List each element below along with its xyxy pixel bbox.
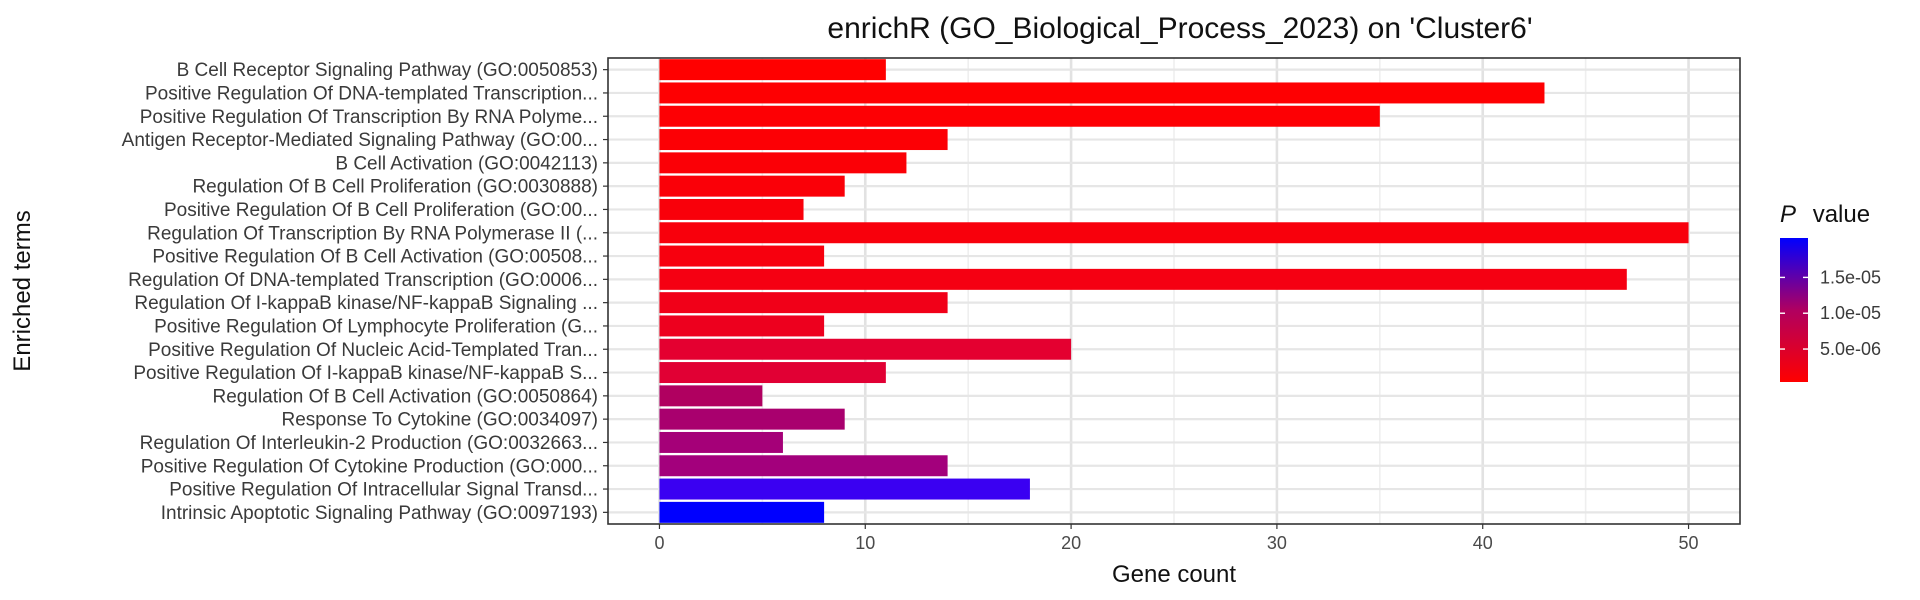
bar — [659, 152, 907, 174]
y-tick-label: Positive Regulation Of Nucleic Acid-Temp… — [148, 340, 598, 361]
plot-panel-border — [607, 57, 1741, 525]
x-axis-title: Gene count — [1112, 561, 1236, 588]
legend-ticks: 1.5e-05 1.0e-05 5.0e-06 — [1780, 267, 1881, 359]
y-tick-labels: B Cell Receptor Signaling Pathway (GO:00… — [122, 60, 608, 524]
legend: P value 1.5e-05 1.0e-05 5.0e-06 — [1780, 201, 1881, 382]
x-tick-label: 0 — [654, 533, 664, 553]
y-tick-label: Positive Regulation Of Intracellular Sig… — [169, 480, 598, 501]
y-tick-label: Positive Regulation Of Transcription By … — [140, 107, 598, 128]
y-tick-label: Regulation Of B Cell Activation (GO:0050… — [213, 386, 598, 407]
legend-tick-label: 1.5e-05 — [1820, 267, 1881, 287]
legend-title-symbol: P — [1780, 201, 1796, 228]
x-tick-label: 50 — [1679, 533, 1699, 553]
y-tick-label: Positive Regulation Of I-kappaB kinase/N… — [133, 363, 598, 384]
bar — [659, 222, 1689, 244]
y-tick-label: Positive Regulation Of B Cell Proliferat… — [164, 200, 598, 221]
legend-title-text: value — [1813, 201, 1870, 228]
x-tick-label: 20 — [1061, 533, 1081, 553]
bar — [659, 431, 783, 453]
y-tick-label: Intrinsic Apoptotic Signaling Pathway (G… — [161, 503, 598, 524]
bar — [659, 408, 845, 430]
y-tick-label: Positive Regulation Of Cytokine Producti… — [141, 456, 598, 477]
bar — [659, 501, 825, 523]
y-tick-label: Regulation Of Transcription By RNA Polym… — [147, 223, 598, 244]
y-tick-label: Positive Regulation Of B Cell Activation… — [152, 247, 598, 268]
legend-tick-label: 5.0e-06 — [1820, 339, 1881, 359]
bars — [659, 59, 1689, 523]
y-tick-label: Response To Cytokine (GO:0034097) — [282, 410, 599, 431]
bar — [659, 292, 948, 314]
legend-color-bar — [1780, 238, 1808, 382]
y-tick-label: Positive Regulation Of Lymphocyte Prolif… — [154, 316, 598, 337]
x-tick-label: 10 — [855, 533, 875, 553]
x-tick-label: 30 — [1267, 533, 1287, 553]
y-tick-label: B Cell Receptor Signaling Pathway (GO:00… — [177, 60, 598, 81]
bar — [659, 338, 1072, 360]
bar — [659, 105, 1380, 127]
y-tick-label: Antigen Receptor-Mediated Signaling Path… — [122, 130, 598, 151]
bar — [659, 129, 948, 151]
x-tick-labels: 0 10 20 30 40 50 — [654, 524, 1699, 553]
bar — [659, 455, 948, 477]
bar — [659, 198, 804, 220]
bar — [659, 175, 845, 197]
y-tick-label: Positive Regulation Of DNA-templated Tra… — [145, 83, 598, 104]
bar — [659, 268, 1627, 290]
y-tick-label: Regulation Of DNA-templated Transcriptio… — [128, 270, 598, 291]
bar — [659, 478, 1030, 500]
grid — [608, 58, 1740, 524]
bar — [659, 362, 886, 384]
x-tick-label: 40 — [1473, 533, 1493, 553]
y-tick-label: Regulation Of I-kappaB kinase/NF-kappaB … — [134, 293, 598, 314]
bar — [659, 315, 825, 337]
y-tick-label: Regulation Of Interleukin-2 Production (… — [140, 433, 598, 454]
legend-title: P value — [1780, 201, 1870, 228]
bar — [659, 82, 1545, 104]
bar — [659, 385, 763, 407]
bar — [659, 59, 886, 81]
bar — [659, 245, 825, 267]
legend-tick-label: 1.0e-05 — [1820, 303, 1881, 323]
y-tick-label: Regulation Of B Cell Proliferation (GO:0… — [192, 177, 598, 198]
y-tick-label: B Cell Activation (GO:0042113) — [335, 153, 598, 174]
chart-title: enrichR (GO_Biological_Process_2023) on … — [827, 12, 1532, 45]
y-axis-title: Enriched terms — [9, 210, 36, 371]
